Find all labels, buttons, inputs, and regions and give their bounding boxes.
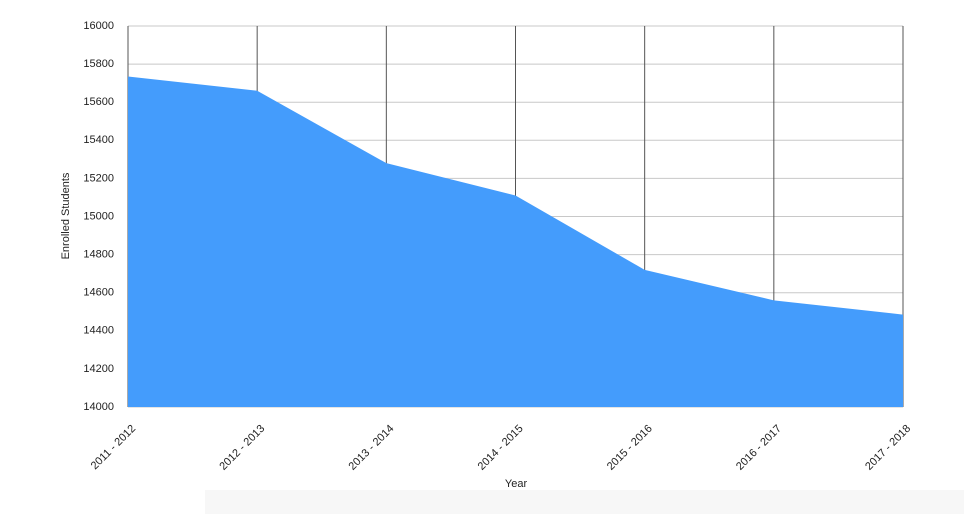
x-tick-label: 2016 - 2017: [734, 423, 784, 473]
x-axis-title: Year: [505, 478, 528, 490]
x-tick-label: 2014 - 2015: [476, 423, 526, 473]
y-tick-label: 14200: [83, 363, 114, 375]
y-tick-label: 14000: [83, 401, 114, 413]
area: [128, 76, 903, 408]
y-tick-label: 15600: [83, 96, 114, 108]
backdrop-panel: [205, 490, 964, 514]
x-tick-label: 2013 - 2014: [347, 423, 397, 473]
x-tick-label: 2017 - 2018: [863, 423, 913, 473]
y-tick-label: 15200: [83, 172, 114, 184]
y-tick-label: 14800: [83, 249, 114, 261]
y-tick-label: 15000: [83, 210, 114, 222]
y-tick-label: 14600: [83, 287, 114, 299]
y-tick-label: 14400: [83, 325, 114, 337]
x-tick-label: 2011 - 2012: [89, 423, 138, 472]
y-tick-label: 15800: [83, 58, 114, 70]
x-tick-label: 2015 - 2016: [605, 423, 655, 473]
y-axis-title: Enrolled Students: [60, 172, 72, 259]
y-tick-label: 15400: [83, 134, 114, 146]
y-tick-label: 16000: [83, 20, 114, 32]
x-tick-label: 2012 - 2013: [217, 423, 267, 473]
